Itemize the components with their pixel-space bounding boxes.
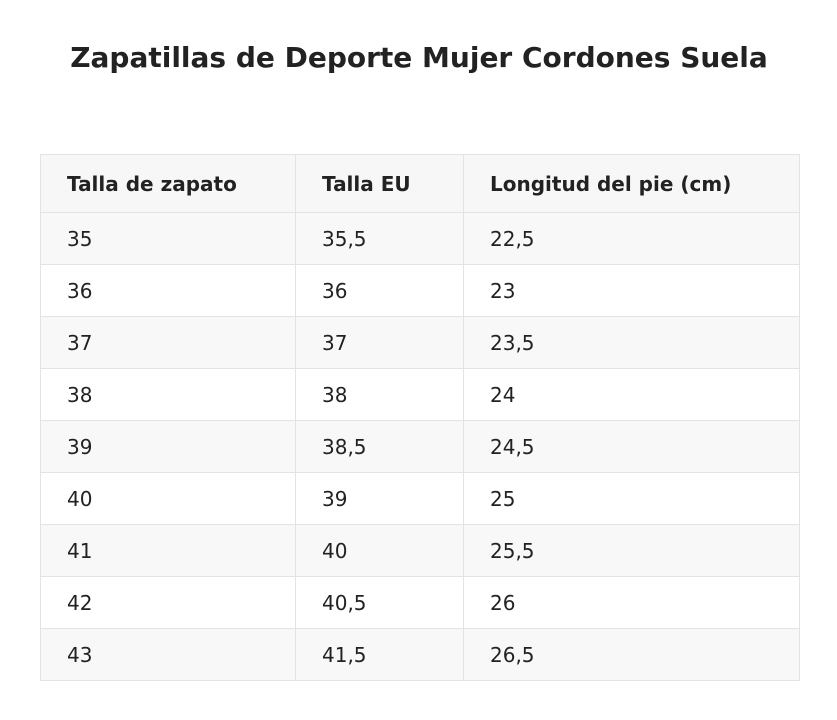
table-row: 41 40 25,5 bbox=[40, 524, 800, 577]
cell-shoe-size: 43 bbox=[40, 628, 296, 681]
table-row: 42 40,5 26 bbox=[40, 576, 800, 629]
size-table: Talla de zapato Talla EU Longitud del pi… bbox=[40, 154, 800, 681]
header-foot-length: Longitud del pie (cm) bbox=[463, 154, 800, 213]
cell-foot-length: 22,5 bbox=[463, 212, 800, 265]
table-row: 37 37 23,5 bbox=[40, 316, 800, 369]
cell-foot-length: 26,5 bbox=[463, 628, 800, 681]
cell-eu-size: 38 bbox=[295, 368, 464, 421]
cell-shoe-size: 35 bbox=[40, 212, 296, 265]
cell-foot-length: 25 bbox=[463, 472, 800, 525]
header-eu-size: Talla EU bbox=[295, 154, 464, 213]
cell-foot-length: 23 bbox=[463, 264, 800, 317]
cell-shoe-size: 38 bbox=[40, 368, 296, 421]
cell-shoe-size: 36 bbox=[40, 264, 296, 317]
cell-foot-length: 24 bbox=[463, 368, 800, 421]
cell-eu-size: 37 bbox=[295, 316, 464, 369]
cell-eu-size: 40,5 bbox=[295, 576, 464, 629]
cell-eu-size: 35,5 bbox=[295, 212, 464, 265]
header-row: Talla de zapato Talla EU Longitud del pi… bbox=[40, 154, 800, 213]
table-row: 43 41,5 26,5 bbox=[40, 628, 800, 681]
cell-eu-size: 36 bbox=[295, 264, 464, 317]
cell-eu-size: 41,5 bbox=[295, 628, 464, 681]
table-row: 39 38,5 24,5 bbox=[40, 420, 800, 473]
table-header: Talla de zapato Talla EU Longitud del pi… bbox=[40, 154, 800, 213]
cell-eu-size: 38,5 bbox=[295, 420, 464, 473]
cell-foot-length: 24,5 bbox=[463, 420, 800, 473]
cell-foot-length: 25,5 bbox=[463, 524, 800, 577]
cell-foot-length: 26 bbox=[463, 576, 800, 629]
table-row: 36 36 23 bbox=[40, 264, 800, 317]
cell-eu-size: 40 bbox=[295, 524, 464, 577]
table-row: 40 39 25 bbox=[40, 472, 800, 525]
header-shoe-size: Talla de zapato bbox=[40, 154, 296, 213]
cell-shoe-size: 39 bbox=[40, 420, 296, 473]
table-row: 38 38 24 bbox=[40, 368, 800, 421]
cell-foot-length: 23,5 bbox=[463, 316, 800, 369]
cell-eu-size: 39 bbox=[295, 472, 464, 525]
cell-shoe-size: 40 bbox=[40, 472, 296, 525]
table-row: 35 35,5 22,5 bbox=[40, 212, 800, 265]
page-title: Zapatillas de Deporte Mujer Cordones Sue… bbox=[70, 41, 768, 74]
cell-shoe-size: 37 bbox=[40, 316, 296, 369]
table-body: 35 35,5 22,5 36 36 23 37 37 23,5 38 38 2… bbox=[40, 212, 800, 681]
cell-shoe-size: 42 bbox=[40, 576, 296, 629]
cell-shoe-size: 41 bbox=[40, 524, 296, 577]
